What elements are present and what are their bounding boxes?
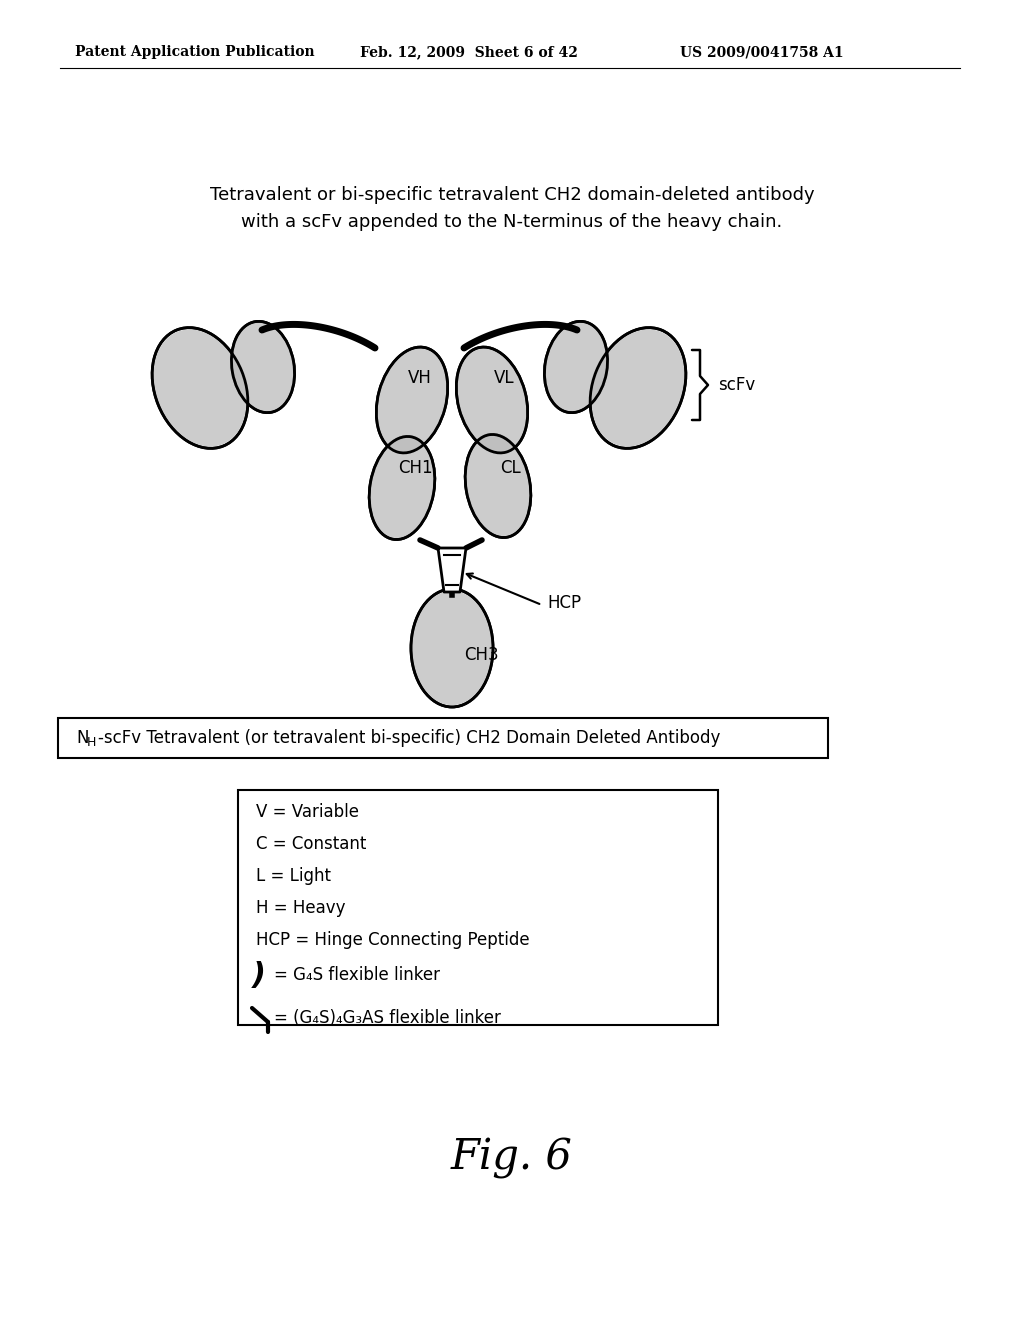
Text: H = Heavy: H = Heavy [256, 899, 345, 917]
Ellipse shape [232, 323, 294, 412]
Text: Feb. 12, 2009  Sheet 6 of 42: Feb. 12, 2009 Sheet 6 of 42 [360, 45, 578, 59]
FancyBboxPatch shape [58, 718, 828, 758]
Text: with a scFv appended to the N-terminus of the heavy chain.: with a scFv appended to the N-terminus o… [242, 213, 782, 231]
Text: US 2009/0041758 A1: US 2009/0041758 A1 [680, 45, 844, 59]
Ellipse shape [458, 348, 526, 451]
Ellipse shape [378, 348, 446, 451]
Ellipse shape [466, 436, 529, 536]
Ellipse shape [413, 591, 492, 705]
Text: L = Light: L = Light [256, 867, 331, 884]
Text: CH3: CH3 [464, 645, 499, 664]
Ellipse shape [231, 321, 295, 413]
Text: Fig. 6: Fig. 6 [451, 1137, 573, 1179]
Ellipse shape [370, 437, 435, 540]
Ellipse shape [590, 327, 686, 449]
Text: = G₄S flexible linker: = G₄S flexible linker [274, 966, 440, 983]
Text: Tetravalent or bi-specific tetravalent CH2 domain-deleted antibody: Tetravalent or bi-specific tetravalent C… [210, 186, 814, 205]
Ellipse shape [592, 330, 684, 446]
Ellipse shape [545, 321, 607, 413]
Text: = (G₄S)₄G₃AS flexible linker: = (G₄S)₄G₃AS flexible linker [274, 1008, 501, 1027]
Ellipse shape [546, 323, 606, 412]
Text: scFv: scFv [718, 376, 756, 393]
Ellipse shape [371, 438, 434, 539]
Polygon shape [438, 548, 466, 591]
Ellipse shape [376, 347, 447, 453]
Text: H: H [87, 735, 96, 748]
Text: -scFv Tetravalent (or tetravalent bi-specific) CH2 Domain Deleted Antibody: -scFv Tetravalent (or tetravalent bi-spe… [98, 729, 720, 747]
Text: HCP: HCP [547, 594, 582, 612]
Text: C = Constant: C = Constant [256, 836, 367, 853]
Text: CL: CL [500, 459, 521, 477]
FancyBboxPatch shape [238, 789, 718, 1026]
Text: ): ) [252, 961, 266, 990]
Ellipse shape [465, 434, 530, 537]
Text: CH1: CH1 [398, 459, 432, 477]
Ellipse shape [154, 330, 247, 446]
Text: Patent Application Publication: Patent Application Publication [75, 45, 314, 59]
Ellipse shape [411, 589, 493, 708]
Ellipse shape [153, 327, 248, 449]
Ellipse shape [457, 347, 527, 453]
Text: VL: VL [494, 370, 515, 387]
Text: N: N [76, 729, 88, 747]
Text: HCP = Hinge Connecting Peptide: HCP = Hinge Connecting Peptide [256, 931, 529, 949]
Text: VH: VH [408, 370, 432, 387]
Text: V = Variable: V = Variable [256, 803, 359, 821]
